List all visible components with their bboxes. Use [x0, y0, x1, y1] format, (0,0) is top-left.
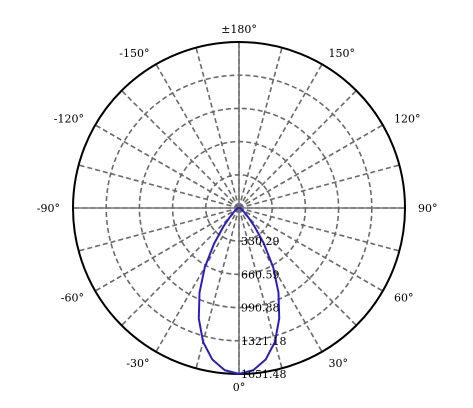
- angle-tick-label: -150°: [119, 47, 149, 60]
- grid-ring: [138, 107, 340, 309]
- grid-spoke: [195, 207, 240, 369]
- angle-tick-label: ±180°: [221, 23, 257, 36]
- angle-tick-label: -120°: [54, 113, 84, 126]
- grid-spoke: [155, 63, 240, 209]
- grid-ring: [205, 174, 274, 243]
- radial-tick-label: 660.59: [241, 268, 280, 281]
- grid-spoke: [238, 124, 384, 209]
- grid-spoke: [78, 207, 240, 252]
- grid-spoke: [238, 207, 357, 326]
- grid-spoke: [94, 124, 240, 209]
- angle-tick-label: -60°: [61, 292, 84, 305]
- grid-spoke: [238, 207, 323, 353]
- angle-labels: ±180° 150° 120° 90° 60° 30° 0° -30° -60° -90° -120…: [37, 23, 438, 394]
- grid-spoke: [238, 207, 400, 252]
- angle-tick-label: 90°: [418, 202, 438, 215]
- grid-spoke: [121, 207, 240, 326]
- ring-labels: 330.29 660.59 990.88 1321.18 1651.48: [241, 235, 287, 381]
- angle-tick-label: 0°: [233, 381, 246, 394]
- grid-spoke: [94, 207, 240, 292]
- grid-spoke: [238, 207, 384, 292]
- angle-tick-label: 150°: [329, 47, 356, 60]
- grid-spoke: [78, 164, 240, 209]
- grid-spoke: [238, 164, 400, 209]
- radial-tick-label: 330.29: [241, 235, 280, 248]
- grid-spoke: [238, 90, 357, 209]
- grid-spoke: [238, 47, 283, 209]
- grid-ring: [171, 140, 307, 276]
- grid-spoke: [238, 63, 323, 209]
- grid-spoke: [155, 207, 240, 353]
- radial-tick-label: 990.88: [241, 302, 280, 315]
- grid-spoke: [195, 47, 240, 209]
- grid-spoke: [121, 90, 240, 209]
- angle-tick-label: 60°: [394, 292, 414, 305]
- grid-ring: [105, 74, 373, 342]
- angle-tick-label: 30°: [329, 357, 349, 370]
- angle-tick-label: -30°: [126, 357, 149, 370]
- angle-tick-label: -90°: [37, 202, 60, 215]
- grid-rings: [105, 74, 373, 342]
- radial-tick-label: 1321.18: [241, 335, 287, 348]
- series-layer: [197, 207, 281, 375]
- radial-tick-label: 1651.48: [241, 368, 287, 381]
- series-line: [197, 207, 281, 375]
- angle-tick-label: 120°: [394, 113, 421, 126]
